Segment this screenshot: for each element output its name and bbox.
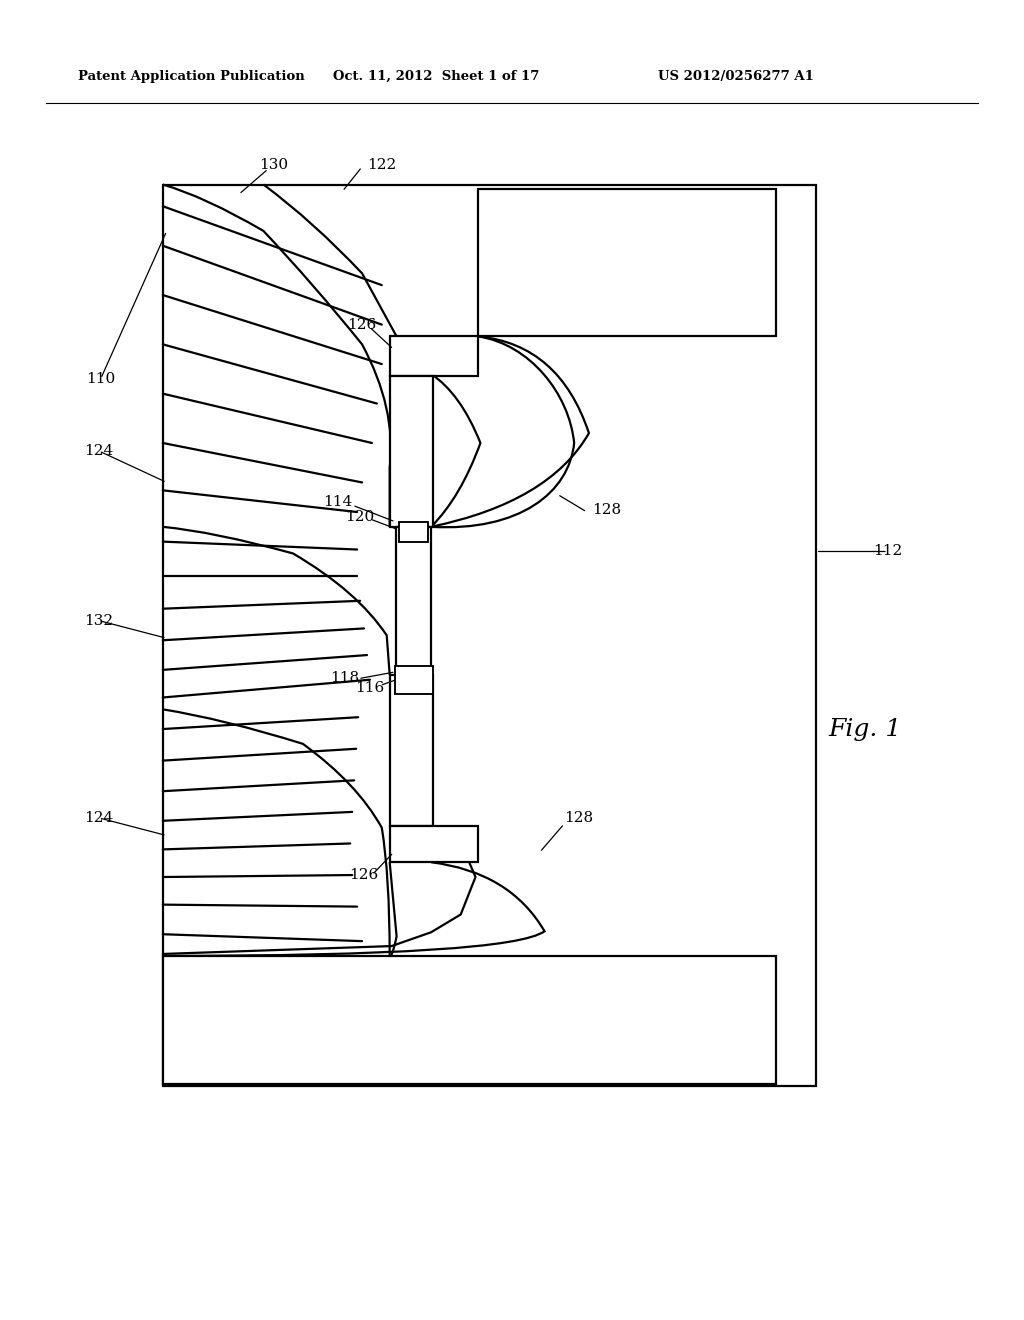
Text: Patent Application Publication: Patent Application Publication xyxy=(78,70,305,83)
Text: 112: 112 xyxy=(873,544,902,558)
Bar xyxy=(163,185,816,1086)
Text: 130: 130 xyxy=(259,158,288,172)
Bar xyxy=(390,826,478,862)
Text: 124: 124 xyxy=(84,810,114,825)
Text: 114: 114 xyxy=(323,495,352,510)
Text: 120: 120 xyxy=(345,510,375,524)
Text: 122: 122 xyxy=(368,158,396,172)
Bar xyxy=(390,337,478,376)
Bar xyxy=(398,669,428,689)
Text: 124: 124 xyxy=(84,444,114,458)
Bar xyxy=(395,527,431,675)
Text: 126: 126 xyxy=(347,318,377,331)
Bar xyxy=(390,675,433,826)
Text: 126: 126 xyxy=(349,869,379,882)
Text: Fig. 1: Fig. 1 xyxy=(828,718,902,741)
Bar xyxy=(398,521,428,541)
Text: 118: 118 xyxy=(330,671,358,685)
Bar xyxy=(394,665,433,693)
Text: US 2012/0256277 A1: US 2012/0256277 A1 xyxy=(658,70,814,83)
Bar xyxy=(390,376,433,527)
Text: 128: 128 xyxy=(592,503,622,517)
Text: 132: 132 xyxy=(84,614,114,627)
Text: 116: 116 xyxy=(355,681,385,694)
Text: 110: 110 xyxy=(86,372,116,385)
Text: 128: 128 xyxy=(564,810,594,825)
Bar xyxy=(163,956,776,1084)
Text: Oct. 11, 2012  Sheet 1 of 17: Oct. 11, 2012 Sheet 1 of 17 xyxy=(333,70,540,83)
Bar xyxy=(478,190,776,337)
